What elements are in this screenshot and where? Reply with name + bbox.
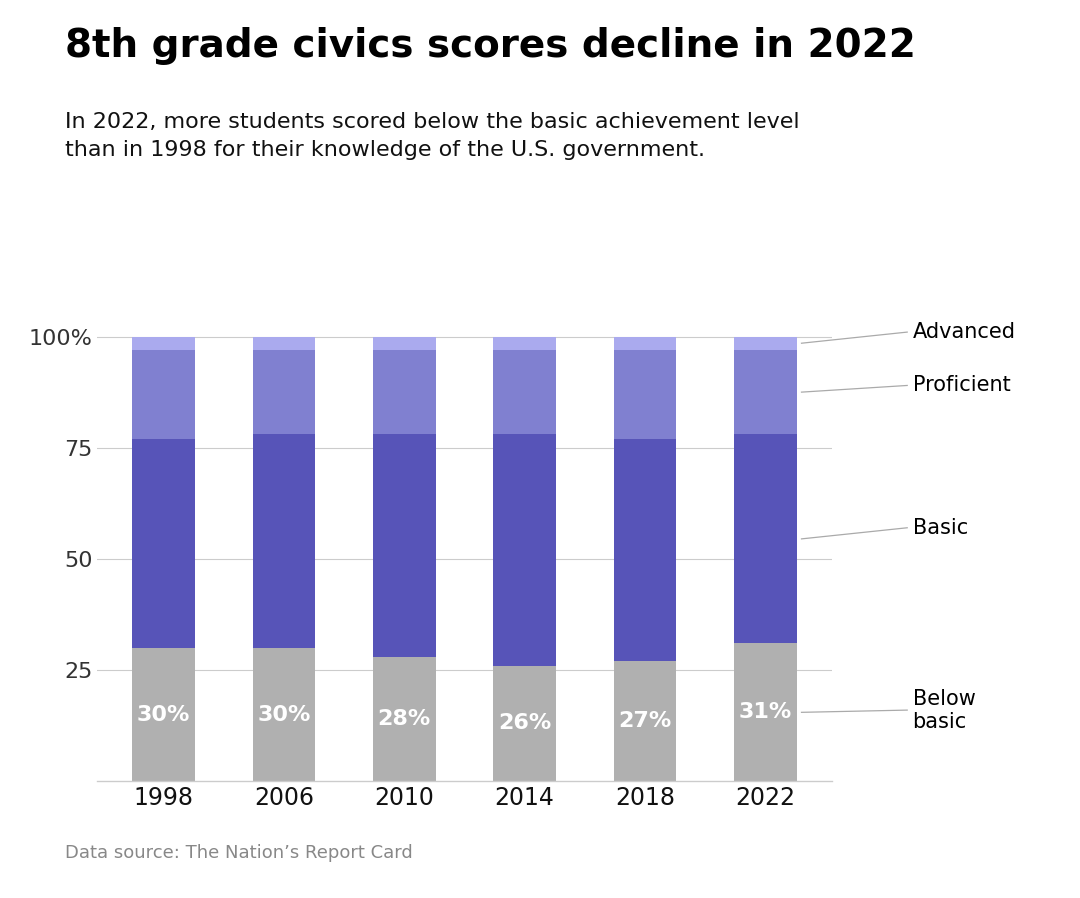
Text: 28%: 28% xyxy=(378,709,431,729)
Text: Below
basic: Below basic xyxy=(913,689,975,732)
Bar xyxy=(734,435,797,643)
Bar xyxy=(373,350,435,435)
Bar xyxy=(613,350,676,439)
Bar xyxy=(373,435,435,656)
Bar xyxy=(253,337,315,350)
Bar xyxy=(734,350,797,435)
Bar xyxy=(613,337,676,350)
Text: 27%: 27% xyxy=(619,711,672,731)
Bar xyxy=(132,350,194,439)
Bar xyxy=(373,337,435,350)
Bar xyxy=(734,337,797,350)
Text: Advanced: Advanced xyxy=(913,322,1015,342)
Text: 8th grade civics scores decline in 2022: 8th grade civics scores decline in 2022 xyxy=(65,27,916,65)
Bar xyxy=(253,435,315,647)
Bar xyxy=(613,439,676,661)
Bar xyxy=(373,656,435,781)
Text: 31%: 31% xyxy=(739,702,792,722)
Text: Data source: The Nation’s Report Card: Data source: The Nation’s Report Card xyxy=(65,844,413,862)
Text: 26%: 26% xyxy=(498,713,551,734)
Bar xyxy=(734,643,797,781)
Bar xyxy=(253,350,315,435)
Bar xyxy=(132,647,194,781)
Bar xyxy=(132,337,194,350)
Bar xyxy=(132,439,194,647)
Bar xyxy=(613,661,676,781)
Text: 30%: 30% xyxy=(257,705,310,725)
Text: Proficient: Proficient xyxy=(913,375,1011,395)
Bar xyxy=(494,435,556,665)
Bar xyxy=(494,350,556,435)
Bar xyxy=(494,337,556,350)
Text: 30%: 30% xyxy=(137,705,190,725)
Bar xyxy=(494,665,556,781)
Text: Basic: Basic xyxy=(913,518,968,538)
Bar xyxy=(253,647,315,781)
Text: In 2022, more students scored below the basic achievement level
than in 1998 for: In 2022, more students scored below the … xyxy=(65,112,799,160)
